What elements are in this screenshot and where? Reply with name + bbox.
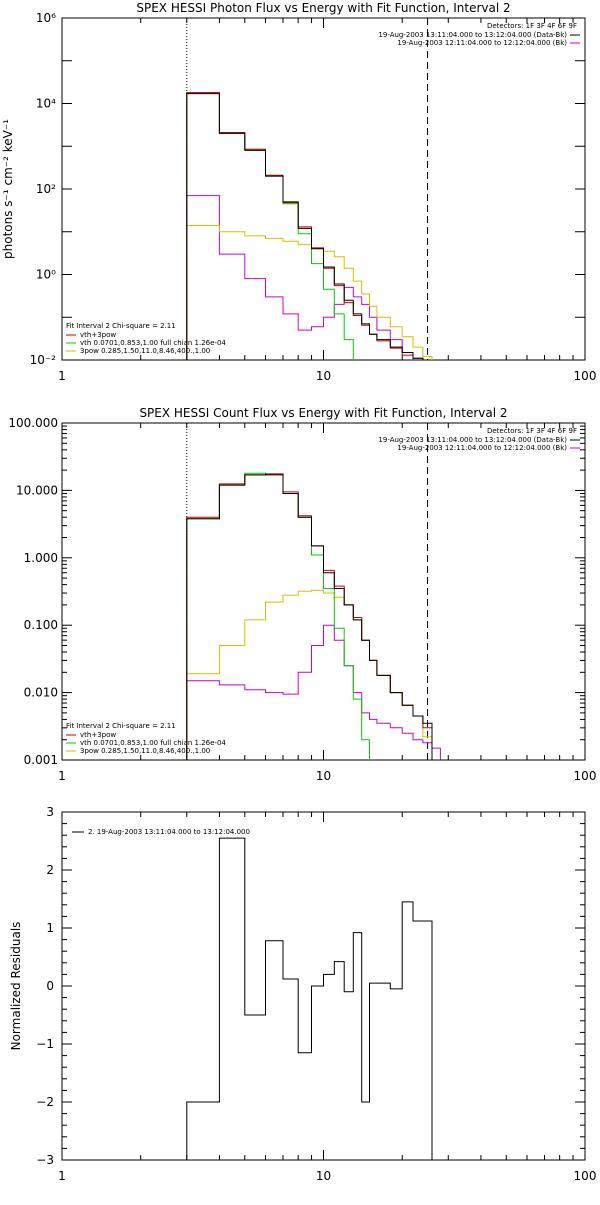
detectors-label: Detectors: 1F 3F 4F 6F 9F (487, 427, 577, 435)
chart-1: SPEX HESSI Photon Flux vs Energy with Fi… (1, 1, 596, 383)
plot-area (186, 472, 441, 760)
y-tick-label: 10.000 (16, 483, 58, 497)
legend-bottom-label: vth+3pow (80, 331, 116, 339)
series-line-1 (186, 474, 441, 760)
y-tick-label: 0 (46, 979, 54, 993)
y-axis-title: Normalized Residuals (9, 922, 23, 1051)
series-line-0 (186, 837, 433, 1160)
y-axis-title: photons s⁻¹ cm⁻² keV⁻¹ (1, 119, 15, 259)
y-tick-label: 10⁰ (36, 268, 56, 282)
x-tick-label: 100 (574, 769, 597, 783)
y-tick-label: 10⁶ (36, 11, 56, 25)
legend-top-label: 19-Aug-2003 12:11:04.000 to 12:12:04.000… (397, 39, 567, 47)
detectors-label: Detectors: 1F 3F 4F 6F 9F (487, 22, 577, 30)
x-tick-label: 10 (316, 1169, 331, 1183)
chart-title: SPEX HESSI Count Flux vs Energy with Fit… (139, 406, 507, 420)
plot-frame (61, 17, 586, 361)
legend-bottom-label: vth+3pow (80, 731, 116, 739)
legend-top-label: 19-Aug-2003 13:11:04.000 to 13:12:04.000… (378, 436, 567, 444)
x-tick-label: 100 (574, 1169, 597, 1183)
x-tick-label: 1 (58, 1169, 66, 1183)
series-line-2 (186, 92, 354, 360)
series-line-0 (186, 473, 441, 760)
y-tick-label: 0.001 (24, 753, 58, 767)
y-tick-label: 10⁻² (30, 353, 57, 367)
plot-area (186, 92, 433, 360)
y-tick-label: 1.000 (24, 551, 58, 565)
y-tick-label: 2 (46, 863, 54, 877)
x-tick-label: 100 (574, 369, 597, 383)
y-tick-label: 10² (36, 182, 56, 196)
y-tick-label: −2 (36, 1095, 54, 1109)
plot-area (186, 837, 433, 1160)
chart-title: SPEX HESSI Photon Flux vs Energy with Fi… (136, 1, 510, 15)
legend-label: 2. 19-Aug-2003 13:11:04.000 to 13:12:04.… (88, 828, 250, 836)
x-tick-label: 10 (316, 769, 331, 783)
x-tick-label: 1 (58, 769, 66, 783)
legend-bottom-label: 3pow 0.285,1.50,11.0,8.46,400.,1.00 (80, 747, 210, 755)
y-tick-label: 0.100 (24, 618, 58, 632)
legend-top-label: 19-Aug-2003 12:11:04.000 to 12:12:04.000… (397, 444, 567, 452)
legend-bottom-label: vth 0.0701,0.853,1.00 full chian 1.26e-0… (80, 739, 226, 747)
y-tick-label: −1 (36, 1037, 54, 1051)
x-tick-label: 10 (316, 369, 331, 383)
y-tick-label: −3 (36, 1153, 54, 1167)
y-tick-label: 3 (46, 805, 54, 819)
x-tick-label: 1 (58, 369, 66, 383)
series-line-0 (186, 93, 424, 360)
series-line-3 (186, 225, 433, 360)
series-line-2 (186, 472, 370, 760)
y-tick-label: 10⁴ (36, 97, 56, 111)
chart-2: SPEX HESSI Count Flux vs Energy with Fit… (8, 406, 596, 783)
fit-info: Fit Interval 2 Chi-square = 2.11 (66, 322, 176, 330)
legend-top-label: 19-Aug-2003 13:11:04.000 to 13:12:04.000… (378, 31, 567, 39)
y-tick-label: 0.010 (24, 686, 58, 700)
chart-3: 1 10 100 −3 −2 −1 0 1 2 3 Normalized Residuals 2. 1… (9, 805, 596, 1183)
legend-bottom-label: 3pow 0.285,1.50,11.0,8.46,400.,1.00 (80, 347, 210, 355)
legend-bottom-label: vth 0.0701,0.853,1.00 full chian 1.26e-0… (80, 339, 226, 347)
fit-info: Fit Interval 2 Chi-square = 2.11 (66, 722, 176, 730)
y-tick-label: 1 (46, 921, 54, 935)
y-tick-label: 100.000 (8, 416, 58, 430)
